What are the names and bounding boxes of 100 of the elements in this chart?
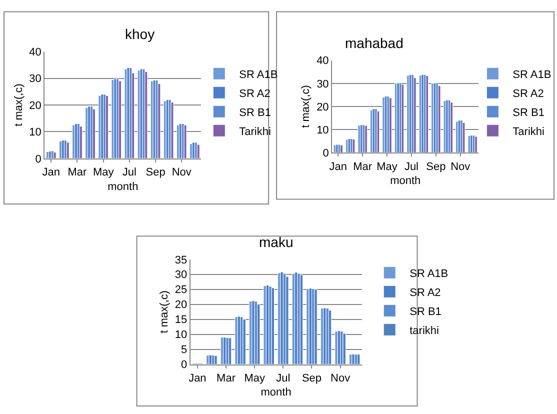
chart-title: mahabad [345, 35, 404, 51]
bar [79, 126, 82, 158]
y-tick-label: 0 [180, 359, 188, 372]
bar [411, 74, 414, 153]
bar [228, 338, 232, 364]
bar [66, 142, 70, 158]
x-tick-label: Jul [122, 166, 136, 179]
x-tick-label: Jul [276, 372, 290, 384]
y-tick-label: 25 [174, 284, 188, 296]
x-tick-label: Sep [426, 160, 446, 173]
y-tick-label: 20 [174, 299, 188, 312]
y-tick-label: 0 [35, 153, 42, 166]
bar [438, 85, 441, 153]
y-tick-label: 30 [29, 73, 42, 86]
bar [158, 83, 161, 158]
bar [342, 333, 346, 364]
y-tick-label: 10 [29, 126, 42, 139]
bar [350, 138, 353, 153]
bar [226, 337, 229, 364]
x-axis-title: month [390, 174, 421, 187]
legend-label: tarikhi [410, 324, 439, 337]
x-tick-label: Nov [450, 160, 471, 173]
x-tick-label: May [92, 166, 114, 179]
bar [474, 136, 478, 153]
bar [414, 77, 416, 153]
y-axis-title: t max(,c) [300, 85, 312, 128]
chart-title: khoy [125, 26, 155, 42]
bar [360, 124, 363, 153]
bar [308, 288, 312, 364]
bar [426, 76, 429, 153]
x-tick-label: Jan [188, 372, 206, 384]
bar [314, 289, 318, 364]
bar [118, 80, 122, 158]
x-tick-label: Sep [146, 166, 166, 179]
bar [53, 152, 56, 158]
legend-label: SR A2 [239, 88, 270, 100]
legend-label: SR B1 [239, 106, 271, 119]
x-tick-label: Mar [216, 372, 236, 384]
bar [470, 135, 473, 153]
x-tick-label: Jul [404, 160, 418, 173]
bar [257, 304, 260, 364]
bar [170, 102, 174, 158]
y-tick-label: 20 [29, 100, 42, 112]
bar [446, 100, 448, 153]
legend-label: SR A2 [512, 88, 544, 100]
y-tick-label: 40 [316, 55, 329, 68]
legend-label: Tarikhi [239, 126, 271, 138]
y-tick-label: 0 [322, 147, 329, 160]
chart-title: maku [259, 234, 294, 250]
bar [462, 122, 466, 153]
bar [208, 354, 212, 364]
bar [372, 108, 376, 153]
bar [196, 144, 200, 158]
bar [340, 144, 343, 153]
y-tick-label: 35 [174, 254, 188, 266]
legend-label: SR A1B [239, 68, 278, 81]
y-tick-label: 10 [316, 124, 329, 136]
y-axis-title: t max(,c) [12, 84, 25, 126]
bar [214, 355, 218, 364]
bar [348, 138, 351, 153]
y-axis-title: t max(,c) [158, 290, 171, 334]
bar [431, 83, 434, 153]
legend-label: SR A1B [512, 68, 552, 81]
bar [333, 144, 336, 153]
bar [357, 354, 360, 364]
y-tick-label: 5 [180, 344, 188, 356]
bar [280, 272, 284, 364]
bar [336, 144, 338, 153]
bar [458, 120, 461, 153]
bar [450, 102, 453, 153]
bar [352, 354, 355, 364]
bar [184, 124, 187, 158]
x-axis-title: month [108, 180, 138, 193]
bar [106, 95, 108, 158]
bar [436, 82, 438, 153]
bar [263, 286, 266, 364]
x-tick-label: Mar [353, 160, 372, 173]
x-tick-label: Sep [302, 372, 322, 384]
bar [252, 300, 255, 364]
bar [271, 288, 274, 364]
y-tick-label: 30 [316, 78, 329, 90]
bar [401, 84, 404, 153]
legend-label: SR A1B [410, 268, 448, 280]
x-tick-label: Nov [330, 372, 351, 384]
bar [386, 96, 390, 153]
x-tick-label: May [376, 160, 398, 173]
bar [326, 308, 329, 364]
x-tick-label: Jan [42, 166, 60, 179]
bar [242, 319, 246, 364]
bar [460, 120, 463, 153]
bar [334, 331, 338, 364]
bar [300, 274, 304, 364]
bar [144, 71, 148, 158]
legend-label: Tarikhi [512, 126, 544, 138]
bar [389, 98, 392, 153]
bar [374, 108, 378, 153]
y-tick-label: 20 [316, 101, 329, 114]
bar [358, 125, 361, 153]
bar [364, 125, 368, 153]
y-tick-label: 40 [29, 46, 42, 58]
